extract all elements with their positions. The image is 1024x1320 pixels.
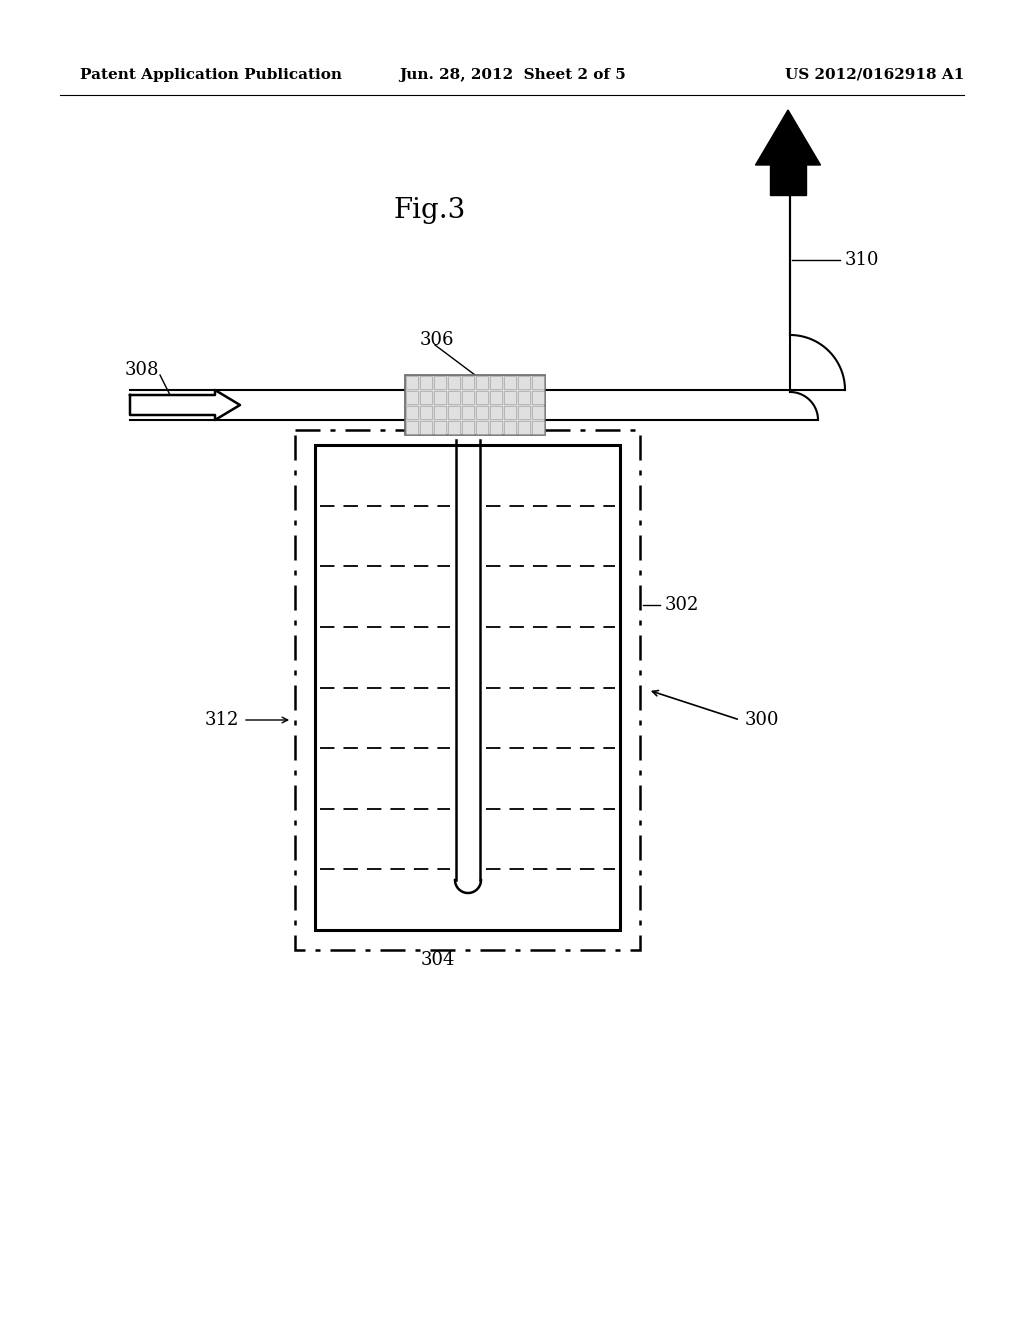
Bar <box>504 391 516 404</box>
Bar <box>518 407 530 418</box>
Text: US 2012/0162918 A1: US 2012/0162918 A1 <box>784 69 964 82</box>
Bar <box>449 391 460 404</box>
Bar <box>518 421 530 434</box>
Bar <box>434 421 446 434</box>
Bar <box>518 391 530 404</box>
Text: 300: 300 <box>745 711 779 729</box>
Bar <box>504 407 516 418</box>
Bar <box>449 376 460 389</box>
Bar <box>406 376 418 389</box>
Text: 312: 312 <box>205 711 240 729</box>
Bar <box>449 407 460 418</box>
Text: Jun. 28, 2012  Sheet 2 of 5: Jun. 28, 2012 Sheet 2 of 5 <box>398 69 626 82</box>
Bar <box>490 391 502 404</box>
Bar <box>420 391 432 404</box>
Bar <box>532 421 544 434</box>
Text: 304: 304 <box>421 950 456 969</box>
Bar <box>476 376 488 389</box>
Bar <box>434 391 446 404</box>
Bar <box>532 376 544 389</box>
Bar <box>462 421 474 434</box>
Text: Fig.3: Fig.3 <box>394 197 466 223</box>
Bar <box>295 430 640 950</box>
Bar <box>449 421 460 434</box>
Text: 302: 302 <box>665 597 699 614</box>
Bar <box>420 407 432 418</box>
Bar <box>490 407 502 418</box>
Bar <box>462 391 474 404</box>
Bar <box>504 376 516 389</box>
Text: 310: 310 <box>845 251 880 269</box>
Bar <box>532 391 544 404</box>
Bar <box>462 407 474 418</box>
Bar <box>476 407 488 418</box>
Bar <box>490 376 502 389</box>
Bar <box>504 421 516 434</box>
Text: 306: 306 <box>420 331 455 348</box>
Bar <box>476 391 488 404</box>
Bar <box>420 421 432 434</box>
Bar <box>420 376 432 389</box>
Polygon shape <box>756 110 820 165</box>
Bar <box>434 376 446 389</box>
Bar <box>490 421 502 434</box>
Bar <box>770 165 806 195</box>
Bar <box>532 407 544 418</box>
Bar <box>476 421 488 434</box>
Text: Patent Application Publication: Patent Application Publication <box>80 69 342 82</box>
Text: 308: 308 <box>125 360 160 379</box>
Bar <box>406 375 545 436</box>
Bar <box>406 391 418 404</box>
Bar <box>434 407 446 418</box>
Bar <box>518 376 530 389</box>
Bar <box>406 421 418 434</box>
Bar <box>462 376 474 389</box>
Bar <box>406 407 418 418</box>
Bar <box>315 445 620 931</box>
